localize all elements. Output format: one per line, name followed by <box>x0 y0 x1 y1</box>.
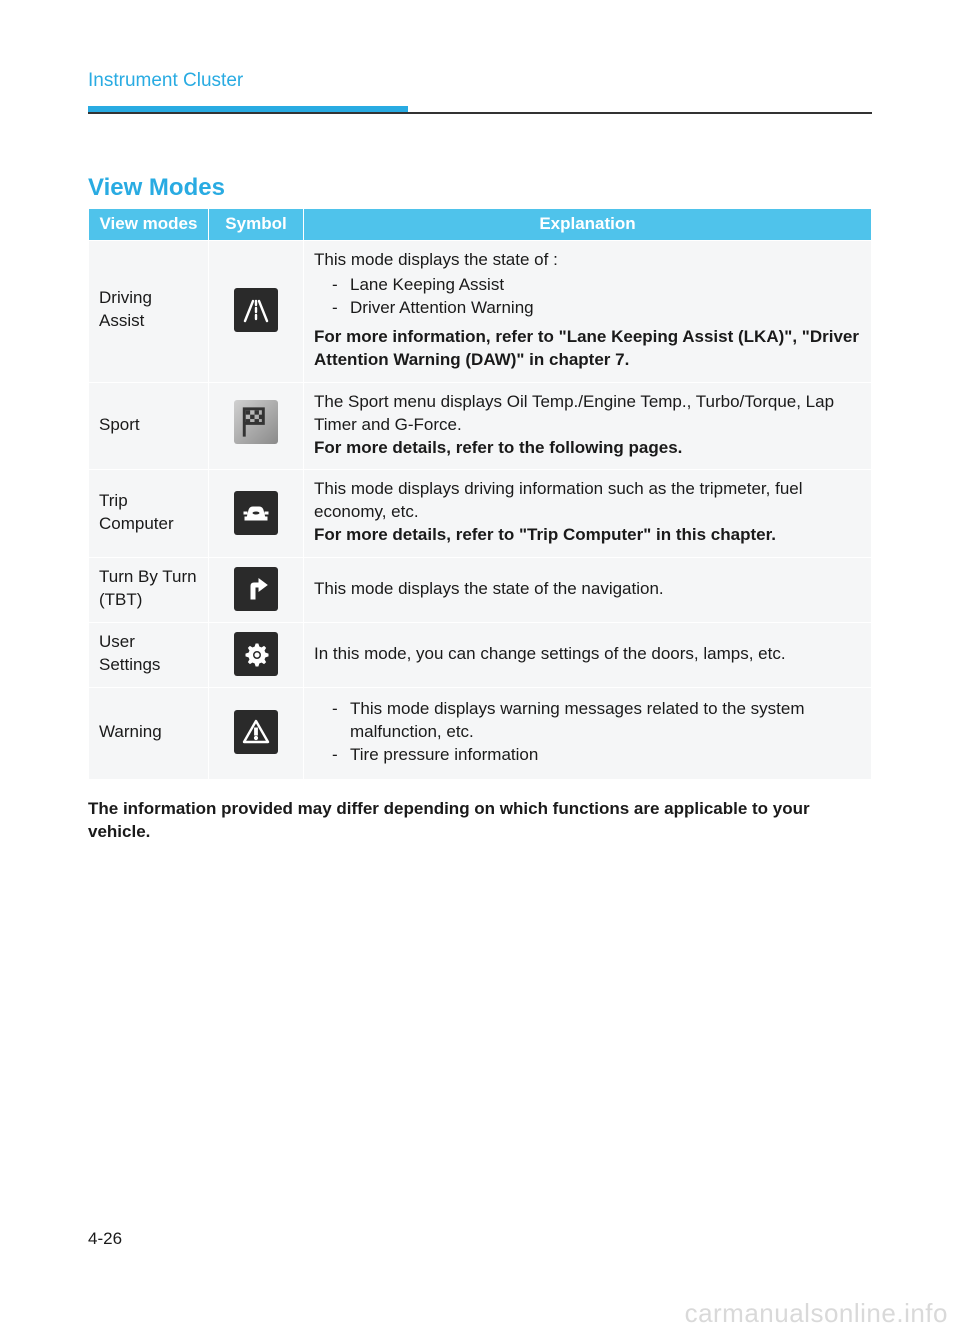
symbol-cell <box>209 240 304 382</box>
explanation-cell: In this mode, you can change settings of… <box>304 623 872 688</box>
exp-text: This mode displays the state of the navi… <box>314 579 664 598</box>
header-rule <box>88 106 872 114</box>
mode-cell: Turn By Turn (TBT) <box>89 558 209 623</box>
table-row: Warning This mode displays warning messa… <box>89 688 872 780</box>
page-number: 4-26 <box>88 1229 122 1249</box>
explanation-cell: This mode displays driving information s… <box>304 470 872 558</box>
symbol-cell <box>209 470 304 558</box>
exp-bullet: Lane Keeping Assist <box>332 274 861 297</box>
exp-bold-note: For more information, refer to "Lane Kee… <box>314 326 861 372</box>
explanation-cell: The Sport menu displays Oil Temp./Engine… <box>304 382 872 470</box>
gear-icon <box>234 632 278 676</box>
exp-bold-note: For more details, refer to "Trip Compute… <box>314 525 776 544</box>
col-header-modes: View modes <box>89 209 209 241</box>
mode-cell: User Settings <box>89 623 209 688</box>
symbol-cell <box>209 558 304 623</box>
header-title: Instrument Cluster <box>88 70 872 92</box>
exp-text: The Sport menu displays Oil Temp./Engine… <box>314 392 834 434</box>
col-header-explanation: Explanation <box>304 209 872 241</box>
exp-text: In this mode, you can change settings of… <box>314 644 786 663</box>
mode-cell: Warning <box>89 688 209 780</box>
symbol-cell <box>209 688 304 780</box>
exp-intro: This mode displays the state of : <box>314 249 861 272</box>
table-row: Turn By Turn (TBT) This mode displays th… <box>89 558 872 623</box>
view-modes-table: View modes Symbol Explanation Driving As… <box>88 208 872 780</box>
table-row: Sport The Sport menu displays Oil Temp./… <box>89 382 872 470</box>
turn-arrow-icon <box>234 567 278 611</box>
explanation-cell: This mode displays warning messages rela… <box>304 688 872 780</box>
exp-bullet: Driver Attention Warning <box>332 297 861 320</box>
exp-bullet: This mode displays warning messages rela… <box>332 698 861 744</box>
mode-cell: Sport <box>89 382 209 470</box>
table-row: User Settings In this mode, you can chan… <box>89 623 872 688</box>
exp-text: This mode displays driving information s… <box>314 479 803 521</box>
mode-cell: Trip Computer <box>89 470 209 558</box>
page-header: Instrument Cluster <box>88 70 872 114</box>
sport-flag-icon <box>234 400 278 444</box>
explanation-cell: This mode displays the state of the navi… <box>304 558 872 623</box>
lane-assist-icon <box>234 288 278 332</box>
mode-cell: Driving Assist <box>89 240 209 382</box>
table-row: Trip Computer This mode displays driving… <box>89 470 872 558</box>
watermark: carmanualsonline.info <box>685 1298 948 1329</box>
symbol-cell <box>209 623 304 688</box>
exp-bold-note: For more details, refer to the following… <box>314 438 682 457</box>
col-header-symbol: Symbol <box>209 209 304 241</box>
car-front-icon <box>234 491 278 535</box>
section-title: View Modes <box>88 174 872 202</box>
explanation-cell: This mode displays the state of : Lane K… <box>304 240 872 382</box>
symbol-cell <box>209 382 304 470</box>
warning-triangle-icon <box>234 710 278 754</box>
footer-note: The information provided may differ depe… <box>88 798 872 844</box>
exp-bullet: Tire pressure information <box>332 744 861 767</box>
table-row: Driving Assist This mode displays the st… <box>89 240 872 382</box>
